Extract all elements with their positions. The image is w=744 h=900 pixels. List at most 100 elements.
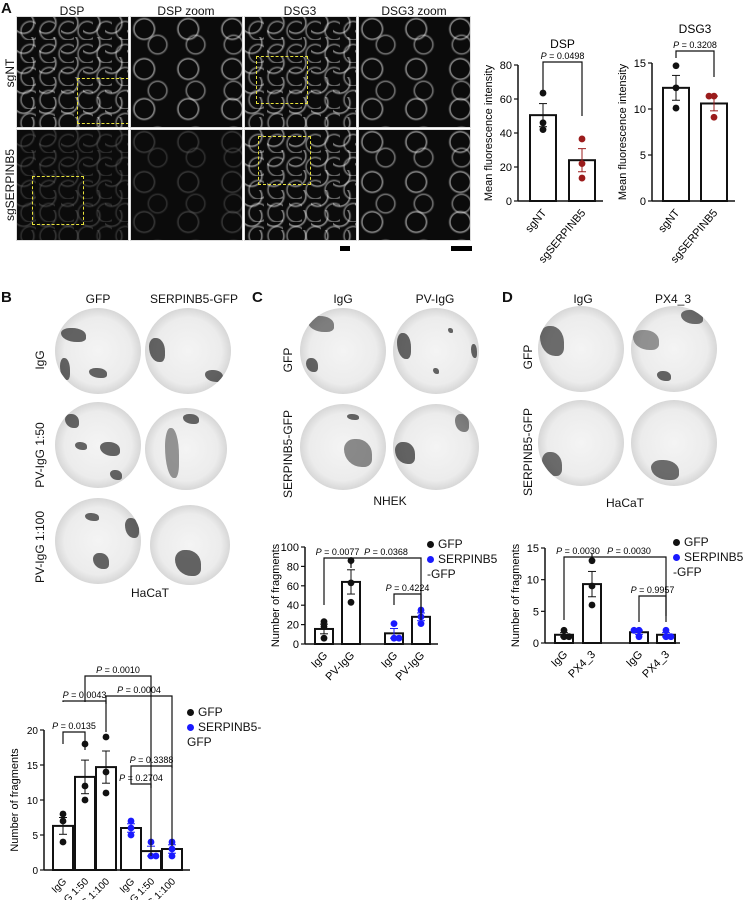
panel-letter-d: D [502,289,513,306]
micrograph-dsp-sgserpinb5 [16,129,129,241]
svg-text:15: 15 [527,543,539,555]
plate-image [631,306,717,392]
cell-line-label: NHEK [373,494,407,508]
row-label-gfp: GFP [281,347,295,373]
row-label-serpinb5-gfp: SERPINB5-GFP [281,409,295,499]
panel-letter-b: B [1,289,12,306]
row-label-gfp: GFP [521,344,535,370]
roi-box [256,56,308,104]
svg-text:80: 80 [500,60,512,72]
svg-text:0: 0 [293,639,299,651]
legend-item-gfp: GFP [673,535,743,550]
svg-text:20: 20 [500,162,512,174]
plate-image [393,308,479,394]
legend-item-serpinb5-gfp: SERPINB5 -GFP [427,552,497,582]
blue-dot-icon [187,724,194,732]
plate-image [145,408,227,490]
legend-item-serpinb5-gfp: SERPINB5- GFP [187,720,261,750]
svg-text:80: 80 [287,561,299,573]
svg-text:P = 0.4224: P = 0.4224 [386,583,430,593]
col-header-dsp: DSP [59,4,85,18]
row-label-sgnt: sgNT [3,58,17,88]
svg-text:P = 0.0030: P = 0.0030 [607,546,651,556]
legend-label: GFP [684,535,709,549]
cell-line-label: HaCaT [130,586,169,600]
svg-text:20: 20 [287,620,299,632]
svg-text:20: 20 [27,726,39,737]
legend-label: SERPINB5 -GFP [673,550,744,579]
col-header-px4-3: PX4_3 [654,292,692,306]
micrograph-dsg3-sgserpinb5 [244,129,357,241]
svg-text:10: 10 [27,796,39,807]
svg-text:sgNT: sgNT [523,207,549,235]
legend-label: SERPINB5- GFP [187,720,262,749]
col-header-igg: IgG [573,292,593,306]
legend-c: GFP SERPINB5 -GFP [427,537,497,582]
svg-text:40: 40 [500,128,512,140]
legend-item-serpinb5-gfp: SERPINB5 -GFP [673,550,743,580]
svg-text:PV-IgG: PV-IgG [394,650,428,684]
legend-b: GFP SERPINB5- GFP [187,705,261,750]
chart-dsp-intensity: 0 20 40 60 80 Mean fluorescence intensity DSP s… [483,37,603,266]
svg-text:IgG: IgG [309,650,330,671]
svg-text:P = 0.0030: P = 0.0030 [556,546,600,556]
plate-image [55,308,141,394]
svg-text:0: 0 [506,196,512,208]
plate-image [300,404,386,490]
legend-label: SERPINB5 -GFP [427,552,498,581]
svg-text:Number of fragments: Number of fragments [270,543,282,647]
col-header-igg: IgG [333,292,353,306]
legend-label: GFP [438,537,463,551]
blue-dot-icon [427,556,434,564]
svg-text:0: 0 [533,638,539,650]
col-header-serpinb5-gfp: SERPINB5-GFP [149,292,239,306]
svg-text:P = 0.0010: P = 0.0010 [96,665,140,675]
svg-text:P = 0.0368: P = 0.0368 [364,547,408,557]
svg-text:60: 60 [500,94,512,106]
micrograph-dsg3-zoom-sgserpinb5 [358,129,471,241]
legend-item-gfp: GFP [187,705,261,720]
black-dot-icon [187,709,194,717]
svg-text:5: 5 [533,606,539,618]
plate-image [631,400,717,486]
panel-letter-a: A [1,0,12,17]
plate-image [150,505,230,585]
svg-text:Number of fragments: Number of fragments [510,543,522,647]
svg-text:IgG: IgG [549,649,570,670]
panel-letter-c: C [252,289,263,306]
micrograph-dsg3-zoom-sgnt [358,16,471,128]
col-header-pv-igg: PV-IgG [415,292,455,306]
col-header-gfp: GFP [85,292,111,306]
roi-box [77,78,128,124]
svg-text:10: 10 [527,575,539,587]
row-label-pv-igg-1-100: PV-IgG 1:100 [33,510,47,584]
svg-text:15: 15 [634,58,646,70]
svg-text:P = 0.0498: P = 0.0498 [541,51,585,61]
svg-text:0: 0 [32,866,38,877]
svg-text:P = 0.9957: P = 0.9957 [631,585,675,595]
svg-text:PX4_3: PX4_3 [640,649,672,681]
plate-image [393,404,479,490]
black-dot-icon [673,539,680,547]
plate-image [538,400,624,486]
svg-text:sgNT: sgNT [656,207,682,235]
svg-text:P = 0.0004: P = 0.0004 [117,685,161,695]
plate-image [300,308,386,394]
svg-text:Mean fluorescence intensity: Mean fluorescence intensity [483,64,495,201]
svg-text:IgG: IgG [624,649,645,670]
row-label-igg: IgG [33,350,47,370]
blue-dot-icon [673,554,680,562]
scale-bar [340,246,350,251]
svg-text:PX4_3: PX4_3 [566,649,598,681]
col-header-dsg3: DSG3 [283,4,317,18]
svg-text:40: 40 [287,600,299,612]
micrograph-dsp-sgnt [16,16,129,128]
roi-box [32,176,84,225]
svg-text:DSP: DSP [550,37,575,51]
svg-text:DSG3: DSG3 [679,22,712,36]
svg-text:P = 0.0077: P = 0.0077 [316,547,360,557]
svg-text:10: 10 [634,104,646,116]
scale-bar-zoom [451,246,472,251]
svg-text:100: 100 [281,542,299,554]
